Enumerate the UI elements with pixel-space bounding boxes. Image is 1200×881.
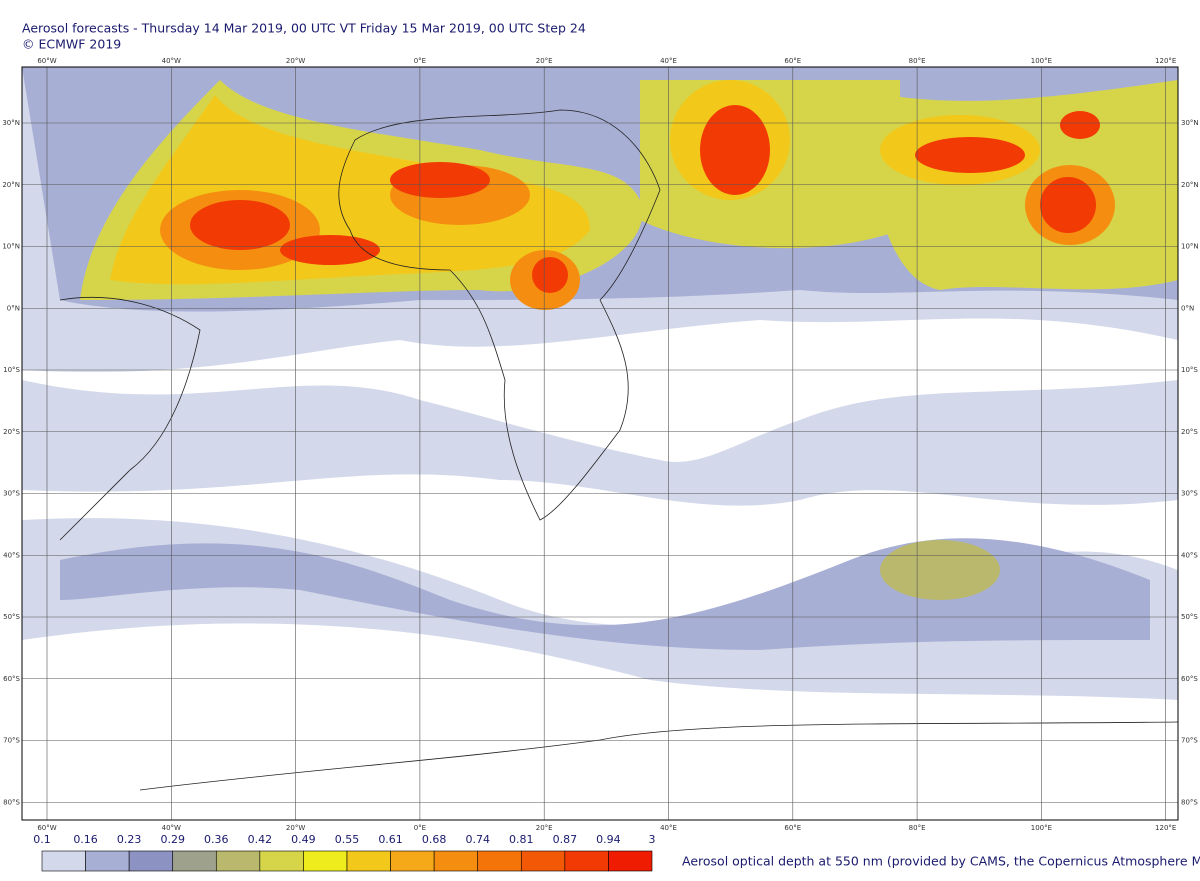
lat-label: 80°S [3,798,20,806]
lat-label: 70°S [1181,737,1198,745]
lat-label: 10°S [3,366,20,374]
colorbar-tick-label: 0.49 [291,833,316,846]
colorbar-segment [85,850,130,872]
colorbar-tick-label: 0.81 [509,833,534,846]
lon-label: 40°W [162,824,181,832]
colorbar-segment [346,850,391,872]
lat-label: 30°N [1181,119,1199,127]
colorbar-segment [128,850,174,872]
lat-label: 60°S [1181,675,1198,683]
colorbar-segment [41,850,86,872]
lon-label: 20°W [286,57,305,65]
colorbar-tick-label: 3 [649,833,656,846]
colorbar-tick-label: 0.94 [596,833,621,846]
colorbar-segment [215,850,261,872]
lat-label: 50°S [1181,613,1198,621]
lon-label: 80°E [909,824,926,832]
lon-label: 60°E [784,824,801,832]
lon-label: 60°W [37,824,56,832]
lon-label: 60°W [37,57,56,65]
lat-label: 40°S [1181,551,1198,559]
lat-label: 0°N [1181,304,1194,312]
lon-label: 20°E [536,57,553,65]
lat-label: 30°S [1181,490,1198,498]
colorbar-segment [172,850,217,872]
lon-label: 120°E [1155,824,1176,832]
lat-label: 10°N [1181,243,1199,251]
colorbar-segment [564,850,609,872]
colorbar-tick-label: 0.61 [378,833,403,846]
lat-label: 30°S [3,490,20,498]
aerosol-field [22,67,1178,820]
colorbar-segment [608,850,653,872]
lat-label: 30°N [2,119,20,127]
colorbar-tick-label: 0.68 [422,833,447,846]
colorbar-tick-label: 0.29 [160,833,185,846]
colorbar-caption: Aerosol optical depth at 550 nm (provide… [682,854,1200,869]
lon-label: 20°W [286,824,305,832]
colorbar-tick-label: 0.74 [465,833,490,846]
colorbar-tick-label: 0.16 [73,833,98,846]
colorbar-tick-label: 0.23 [117,833,142,846]
lat-label: 0°N [7,304,20,312]
colorbar-tick-label: 0.42 [248,833,273,846]
colorbar-tick-label: 0.36 [204,833,229,846]
title: Aerosol forecasts - Thursday 14 Mar 2019… [22,21,586,36]
lat-label: 80°S [1181,798,1198,806]
colorbar-tick-label: 0.87 [553,833,578,846]
lat-label: 20°N [1181,181,1199,189]
lat-label: 20°S [3,428,20,436]
lat-label: 20°N [2,181,20,189]
lat-label: 10°N [2,243,20,251]
lon-label: 20°E [536,824,553,832]
lon-label: 80°E [909,57,926,65]
colorbar-segment [390,850,435,872]
map-frame [21,66,1179,821]
lon-label: 60°E [784,57,801,65]
lat-label: 50°S [3,613,20,621]
colorbar-tick-label: 0.55 [335,833,360,846]
lon-label: 0°E [414,57,426,65]
lon-label: 120°E [1155,57,1176,65]
lat-label: 70°S [3,737,20,745]
copyright: © ECMWF 2019 [22,37,121,52]
lon-label: 40°E [660,824,677,832]
colorbar-segment [259,850,304,872]
lat-label: 40°S [3,551,20,559]
lon-label: 40°W [162,57,181,65]
lat-label: 60°S [3,675,20,683]
colorbar-segment [520,850,566,872]
colorbar-segment [477,850,522,872]
colorbar-segment [433,850,479,872]
lon-label: 100°E [1031,57,1052,65]
lat-label: 20°S [1181,428,1198,436]
lon-label: 100°E [1031,824,1052,832]
colorbar-tick-label: 0.1 [33,833,51,846]
lon-label: 40°E [660,57,677,65]
lat-label: 10°S [1181,366,1198,374]
lon-label: 0°E [414,824,426,832]
graticule [22,67,1178,820]
colorbar-segment [303,850,348,872]
